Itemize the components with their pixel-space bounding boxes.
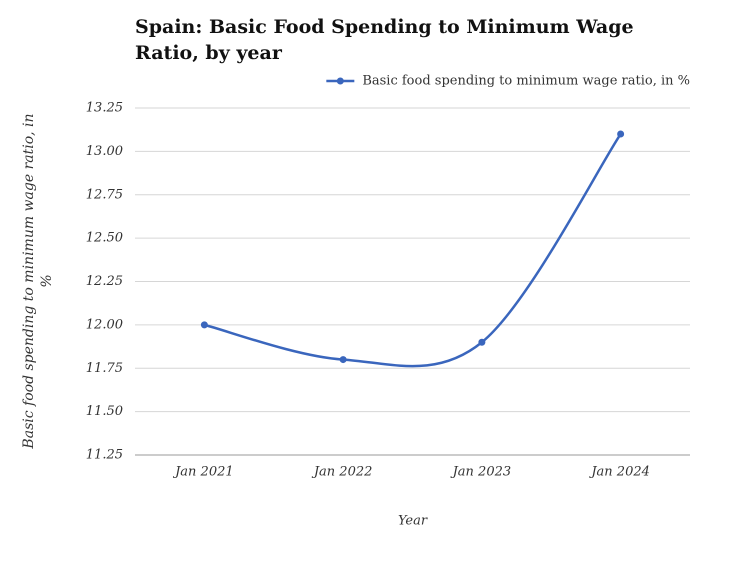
line — [204, 133, 622, 368]
point — [478, 338, 486, 346]
x-tick-label: Jan 2021 — [172, 465, 234, 480]
y-tick-label: 12.25 — [86, 274, 123, 289]
point — [339, 356, 347, 364]
y-tick-label: 11.50 — [86, 404, 123, 419]
y-tick-label: 12.00 — [86, 317, 123, 332]
point — [617, 130, 625, 138]
point — [200, 321, 208, 329]
y-tick-label: 13.25 — [86, 101, 123, 116]
chart-title: Spain: Basic Food Spending to Minimum Wa… — [135, 16, 634, 64]
y-tick-label: 11.25 — [86, 448, 123, 463]
y-tick-label: 12.75 — [86, 187, 123, 202]
legend-label: Basic food spending to minimum wage rati… — [362, 74, 690, 89]
x-axis-label: Year — [398, 514, 428, 529]
x-tick-label: Jan 2023 — [450, 465, 512, 480]
y-tick-label: 13.00 — [86, 144, 123, 159]
y-tick-label: 12.50 — [86, 231, 123, 246]
x-tick-label: Jan 2022 — [311, 465, 373, 480]
y-tick-label: 11.75 — [86, 361, 123, 376]
legend-marker — [336, 77, 344, 85]
x-tick-label: Jan 2024 — [588, 465, 650, 480]
